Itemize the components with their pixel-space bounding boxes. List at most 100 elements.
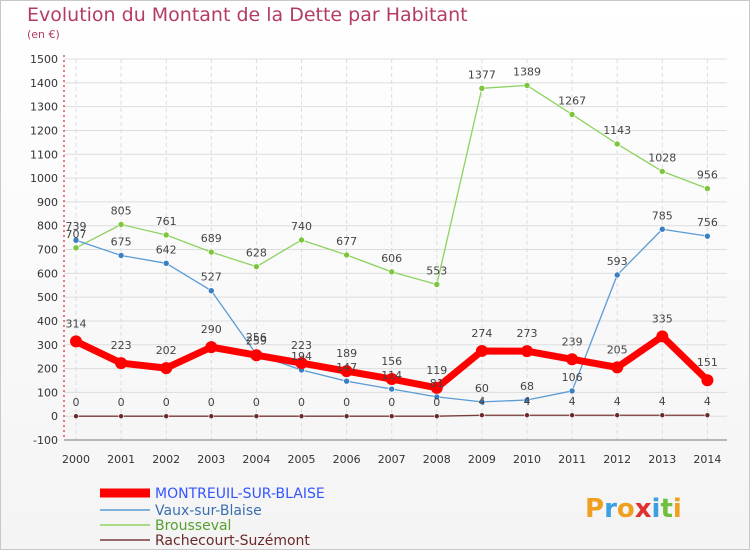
x-tick-label: 2004 — [242, 453, 270, 466]
data-point — [566, 353, 579, 366]
x-tick-label: 2009 — [468, 453, 496, 466]
data-point — [521, 345, 533, 358]
data-point — [656, 330, 669, 343]
data-point — [568, 111, 576, 118]
data-label: 239 — [562, 335, 583, 348]
data-label: 527 — [201, 271, 222, 284]
data-point — [704, 185, 711, 192]
data-label: 290 — [201, 323, 222, 336]
data-point — [298, 236, 305, 244]
data-point — [433, 393, 441, 401]
y-tick-label: 1500 — [30, 53, 58, 66]
data-label: 677 — [336, 235, 357, 248]
data-label: 1143 — [603, 124, 631, 137]
x-tick-label: 2002 — [152, 453, 180, 466]
data-label: 0 — [73, 396, 80, 409]
data-point — [298, 413, 305, 419]
data-point — [613, 140, 621, 148]
data-label: 739 — [66, 220, 87, 233]
data-point — [208, 248, 215, 256]
y-tick-label: 100 — [37, 386, 58, 399]
data-point — [704, 412, 711, 419]
data-label: 223 — [291, 339, 312, 352]
y-tick-label: 600 — [37, 267, 58, 280]
data-label: 956 — [697, 169, 718, 182]
data-label: 147 — [336, 361, 357, 374]
data-label: 0 — [253, 396, 260, 409]
data-label: 756 — [697, 216, 718, 229]
data-point — [162, 260, 170, 267]
x-tick-label: 2008 — [423, 453, 451, 466]
data-point — [478, 84, 486, 92]
data-point — [433, 413, 440, 419]
data-point — [205, 341, 218, 354]
data-label: 4 — [478, 395, 485, 408]
y-tick-label: 700 — [37, 244, 58, 257]
data-point — [208, 287, 215, 294]
data-point — [70, 335, 82, 348]
y-tick-label: 200 — [37, 363, 58, 376]
data-point — [523, 396, 531, 404]
x-tick-label: 2007 — [378, 453, 406, 466]
data-point — [343, 413, 350, 419]
data-label: 593 — [607, 255, 628, 268]
legend-label: Rachecourt-Suzémont — [155, 533, 310, 549]
x-tick-label: 2001 — [107, 453, 135, 466]
data-label: 259 — [246, 335, 267, 348]
data-label: 0 — [163, 396, 170, 409]
data-label: 151 — [697, 356, 718, 369]
data-label: 114 — [381, 369, 402, 382]
data-point — [433, 281, 441, 288]
data-label: 0 — [388, 396, 395, 409]
data-point — [118, 413, 124, 419]
data-label: 1377 — [468, 68, 496, 81]
data-point — [160, 362, 173, 375]
x-tick-label: 2005 — [288, 453, 316, 466]
y-tick-label: 500 — [37, 291, 58, 304]
data-point — [162, 231, 170, 239]
data-label: 642 — [156, 243, 177, 256]
y-tick-label: -100 — [33, 434, 58, 447]
data-point — [658, 225, 666, 233]
legend-label: MONTREUIL-SUR-BLAISE — [155, 486, 325, 502]
data-point — [73, 413, 79, 419]
data-point — [568, 387, 576, 395]
data-label: 0 — [118, 396, 125, 409]
data-point — [208, 413, 215, 419]
chart-subtitle: (en €) — [27, 28, 60, 41]
data-point — [478, 398, 486, 406]
proxiti-logo: Proxiti — [585, 494, 682, 524]
x-tick-label: 2012 — [603, 453, 631, 466]
data-point — [253, 413, 260, 419]
data-label: 274 — [471, 327, 492, 340]
data-point — [72, 236, 80, 244]
data-label: 0 — [208, 396, 215, 409]
data-label: 273 — [517, 327, 538, 340]
data-label: 1028 — [648, 151, 676, 164]
data-point — [479, 412, 485, 419]
data-point — [704, 232, 711, 240]
data-label: 68 — [520, 380, 534, 393]
data-point — [340, 365, 353, 378]
data-point — [475, 344, 488, 357]
data-point — [614, 412, 621, 419]
data-point — [658, 168, 666, 175]
data-point — [295, 357, 308, 370]
data-point — [701, 374, 714, 387]
data-label: 256 — [246, 331, 267, 344]
data-point — [388, 268, 396, 276]
data-point — [524, 412, 530, 419]
chart-title: Evolution du Montant de la Dette par Hab… — [27, 4, 468, 26]
data-label: 628 — [246, 247, 267, 260]
data-point — [430, 381, 443, 394]
data-point — [115, 357, 128, 370]
legend-label: Vaux-sur-Blaise — [155, 503, 262, 519]
data-label: 4 — [659, 395, 666, 408]
data-label: 119 — [426, 364, 447, 377]
y-tick-label: 1100 — [30, 148, 58, 161]
data-point — [659, 412, 666, 419]
data-label: 805 — [111, 204, 132, 217]
data-label: 314 — [66, 317, 87, 330]
x-tick-label: 2000 — [62, 453, 90, 466]
